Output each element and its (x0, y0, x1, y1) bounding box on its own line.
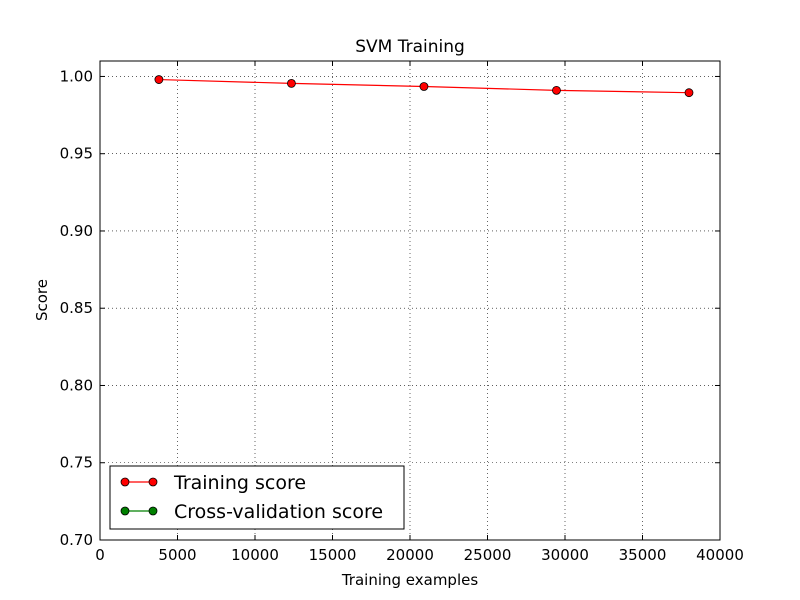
data-point-training-score (552, 85, 561, 95)
chart-title: SVM Training (355, 37, 465, 57)
series-layer (154, 75, 694, 98)
legend-label-cross-validation: Cross-validation score (174, 501, 383, 523)
legend-marker-cross-validation (148, 506, 158, 516)
y-tick-label: 0.75 (60, 454, 93, 472)
y-tick-label: 0.70 (60, 531, 93, 549)
y-tick-label: 0.85 (60, 299, 93, 317)
x-tick-label: 10000 (231, 546, 279, 564)
plot-frame (99, 60, 721, 541)
data-point-training-score (419, 82, 429, 91)
y-tick-label: 0.90 (60, 222, 93, 240)
x-tick-label: 0 (95, 546, 105, 564)
data-point-training-score (154, 75, 164, 84)
axis-ticks: 0 5000 10000 15000 20000 25000 30000 35000 40000… (60, 61, 744, 564)
grid (100, 61, 720, 540)
x-axis-label: Training examples (341, 571, 479, 589)
x-tick-label: 35000 (619, 546, 667, 564)
y-tick-label: 0.95 (60, 145, 93, 163)
legend-marker-training (120, 477, 130, 487)
legend-entry-cross-validation: Cross-validation score (120, 501, 383, 523)
legend: Training score Cross-validation score (109, 465, 405, 530)
x-tick-label: 20000 (386, 546, 434, 564)
data-point-training-score (684, 88, 694, 98)
legend-entry-training: Training score (120, 472, 306, 494)
x-tick-label: 15000 (309, 546, 357, 564)
legend-marker-cross-validation (120, 506, 130, 516)
legend-marker-training (148, 477, 158, 487)
plot-area (100, 61, 720, 540)
data-point-training-score (287, 79, 296, 88)
legend-box (109, 465, 405, 530)
x-tick-label: 25000 (464, 546, 512, 564)
x-tick-label: 30000 (541, 546, 589, 564)
x-tick-label: 5000 (158, 546, 196, 564)
legend-label-training: Training score (173, 472, 306, 494)
x-tick-label: 40000 (696, 546, 744, 564)
y-axis-label: Score (33, 279, 51, 321)
y-tick-label: 0.80 (60, 376, 93, 394)
y-tick-label: 1.00 (60, 67, 93, 85)
